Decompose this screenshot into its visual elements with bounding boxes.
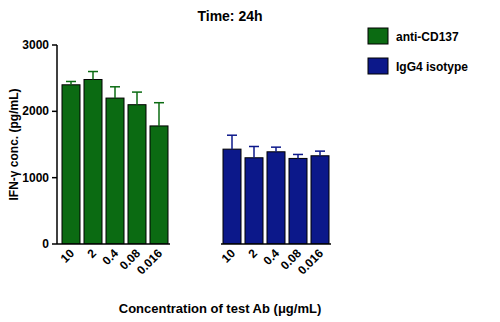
y-tick	[52, 44, 57, 46]
y-tick	[52, 111, 57, 113]
x-tick-label: 0.016	[134, 246, 165, 277]
bar	[84, 79, 102, 244]
error-line	[136, 92, 138, 105]
y-tick-label: 1000	[22, 171, 49, 185]
x-tick-label: 2	[84, 246, 99, 261]
error-cap	[154, 102, 164, 104]
error-line	[92, 72, 94, 80]
bar	[289, 158, 307, 244]
error-cap	[110, 86, 120, 88]
error-bar	[66, 81, 76, 84]
legend-swatch	[368, 58, 388, 74]
error-bar	[271, 147, 281, 152]
error-cap	[249, 146, 259, 148]
bar	[62, 85, 80, 244]
x-tick-label: 10	[58, 246, 78, 266]
bar	[311, 156, 329, 244]
error-cap	[66, 81, 76, 83]
bar	[223, 149, 241, 244]
y-label: IFN-γ conc. (pg/mL)	[7, 89, 21, 201]
error-cap	[132, 91, 142, 93]
y-tick-label: 3000	[22, 38, 49, 52]
error-line	[253, 146, 255, 157]
error-cap	[88, 71, 98, 73]
y-axis	[56, 45, 58, 244]
error-line	[114, 87, 116, 98]
error-bar	[88, 72, 98, 80]
bars	[62, 72, 329, 244]
error-bar	[227, 135, 237, 149]
error-bar	[315, 151, 325, 156]
y-tick-label: 0	[42, 237, 49, 251]
error-cap	[227, 134, 237, 136]
error-line	[158, 103, 160, 126]
error-bar	[154, 103, 164, 126]
bar	[106, 98, 124, 244]
y-tick-label: 2000	[22, 104, 49, 118]
error-cap	[315, 150, 325, 152]
error-cap	[293, 154, 303, 156]
y-tick	[52, 177, 57, 179]
x-axis	[57, 243, 170, 245]
error-bar	[249, 146, 259, 157]
bar	[128, 105, 146, 244]
x-tick-label: 10	[219, 246, 239, 266]
error-bar	[293, 154, 303, 158]
error-cap	[271, 146, 281, 148]
error-bar	[110, 87, 120, 98]
bar	[245, 158, 263, 244]
bar	[267, 152, 285, 244]
x-tick-label: 0.016	[295, 246, 326, 277]
chart: Time: 24h 0 1000 2000 3000 IFN-γ conc. (pg/mL…	[0, 0, 500, 322]
title: Time: 24h	[197, 8, 262, 24]
bar	[150, 126, 168, 244]
error-line	[231, 135, 233, 149]
legend-label: anti-CD137	[396, 30, 459, 44]
legend-label: IgG4 isotype	[396, 60, 468, 74]
x-label: Concentration of test Ab (μg/mL)	[119, 301, 321, 316]
error-bar	[132, 92, 142, 105]
legend-swatch	[368, 28, 388, 44]
x-tick-label: 2	[245, 246, 260, 261]
y-tick	[52, 243, 57, 245]
x-axis	[221, 243, 331, 245]
